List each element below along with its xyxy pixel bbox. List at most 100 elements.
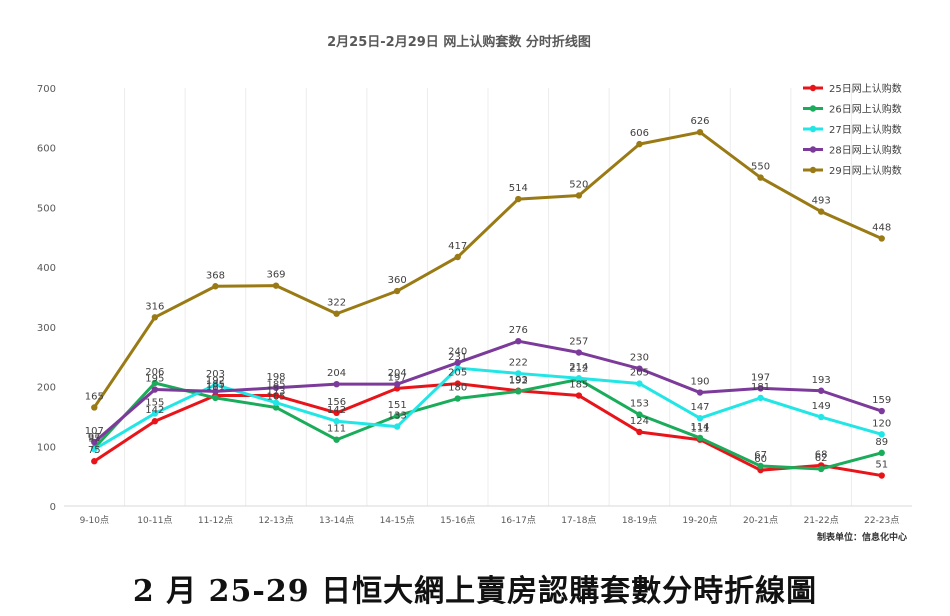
- data-point: [878, 449, 885, 457]
- data-point: [454, 253, 461, 261]
- data-label: 417: [448, 241, 467, 252]
- series-line-4: [92, 339, 884, 444]
- data-point: [696, 389, 704, 396]
- grid-lines: [124, 88, 852, 506]
- data-label: 142: [327, 405, 346, 416]
- data-point: [696, 434, 704, 442]
- data-point: [757, 174, 764, 181]
- data-point: [636, 365, 643, 372]
- y-tick-label: 700: [37, 84, 56, 95]
- data-label: 165: [266, 391, 285, 402]
- data-label: 107: [85, 426, 104, 437]
- data-label: 147: [690, 402, 709, 413]
- data-point: [393, 287, 401, 295]
- data-label: 514: [509, 183, 528, 194]
- data-label: 151: [388, 400, 407, 411]
- data-point: [393, 412, 401, 420]
- x-tick-label: 20-21点: [743, 515, 778, 526]
- data-point: [272, 399, 280, 406]
- data-point: [575, 192, 583, 199]
- data-label: 205: [630, 368, 649, 379]
- data-label: 606: [630, 128, 649, 139]
- data-label: 193: [812, 375, 831, 386]
- legend-label: 28日网上认购数: [829, 144, 902, 157]
- data-label: 185: [206, 380, 225, 391]
- data-point: [817, 413, 825, 421]
- data-point: [575, 392, 583, 399]
- data-point: [636, 380, 643, 387]
- data-label: 192: [206, 375, 225, 386]
- y-tick-label: 0: [50, 502, 56, 513]
- data-label: 149: [812, 401, 831, 412]
- legend-swatch-marker: [809, 166, 817, 174]
- data-label: 68: [815, 449, 828, 460]
- y-tick-label: 400: [37, 263, 56, 274]
- data-label: 257: [569, 337, 588, 348]
- legend-label: 26日网上认购数: [829, 103, 902, 116]
- data-point: [393, 380, 401, 388]
- data-label: 114: [690, 422, 709, 433]
- data-label: 97: [88, 432, 101, 443]
- data-point: [878, 235, 885, 242]
- series-lines: [91, 128, 885, 479]
- legend-swatch-marker: [809, 125, 817, 133]
- data-point: [636, 428, 643, 436]
- data-point: [333, 436, 340, 443]
- data-point: [817, 465, 825, 473]
- data-point: [272, 392, 280, 399]
- data-label: 206: [145, 367, 164, 378]
- axes: 0 100 200 300 400 500 600 700 9-10点 10-11点 11-12点 1…: [37, 84, 912, 526]
- data-label: 190: [690, 377, 709, 388]
- data-label: 230: [630, 353, 649, 364]
- data-point: [151, 418, 159, 425]
- series-line-5: [92, 130, 884, 409]
- series-line-3: [92, 366, 884, 451]
- data-point: [515, 370, 522, 377]
- data-point: [151, 386, 159, 393]
- y-tick-label: 100: [37, 442, 56, 453]
- legend-swatch-marker: [809, 146, 817, 153]
- data-label: 133: [388, 411, 407, 422]
- x-tick-label: 16-17点: [501, 515, 536, 526]
- data-label: 185: [266, 380, 285, 391]
- data-point: [333, 418, 340, 425]
- data-label: 203: [206, 369, 225, 380]
- data-point: [393, 423, 401, 430]
- x-tick-label: 18-19点: [622, 515, 657, 526]
- data-point: [757, 462, 764, 470]
- data-label: 204: [327, 368, 346, 379]
- data-label: 67: [754, 450, 767, 461]
- data-label: 550: [751, 162, 770, 173]
- data-label: 193: [509, 375, 528, 386]
- data-label: 155: [145, 397, 164, 408]
- data-point: [212, 388, 219, 395]
- data-label: 142: [145, 405, 164, 416]
- x-tick-label: 19-20点: [682, 515, 717, 526]
- data-label: 204: [388, 368, 407, 379]
- data-label: 322: [327, 298, 346, 309]
- data-label: 173: [266, 387, 285, 398]
- data-label: 369: [266, 270, 285, 281]
- legend-swatch-marker: [809, 84, 817, 92]
- x-tick-label: 17-18点: [561, 515, 596, 526]
- data-label: 360: [388, 275, 407, 286]
- data-label: 111: [690, 424, 709, 435]
- legend-swatch-marker: [809, 105, 817, 112]
- x-tick-label: 9-10点: [80, 515, 109, 526]
- y-tick-label: 600: [37, 144, 56, 155]
- data-point: [333, 409, 340, 417]
- legend-label: 27日网上认购数: [829, 123, 902, 136]
- data-label: 156: [327, 397, 346, 408]
- data-label: 197: [388, 372, 407, 383]
- legend: 25日网上认购数 26日网上认购数 27日网上认购数 28日网上认购数 29日网上认购数: [803, 82, 902, 177]
- data-label: 197: [751, 372, 770, 383]
- data-point: [515, 388, 522, 395]
- data-label: 276: [509, 325, 528, 336]
- series-line-1: [92, 382, 884, 478]
- data-label: 75: [88, 445, 101, 456]
- data-point: [454, 359, 461, 366]
- data-point: [817, 387, 825, 394]
- data-point: [272, 404, 280, 411]
- x-tick-label: 22-23点: [864, 515, 899, 526]
- data-point: [878, 431, 885, 438]
